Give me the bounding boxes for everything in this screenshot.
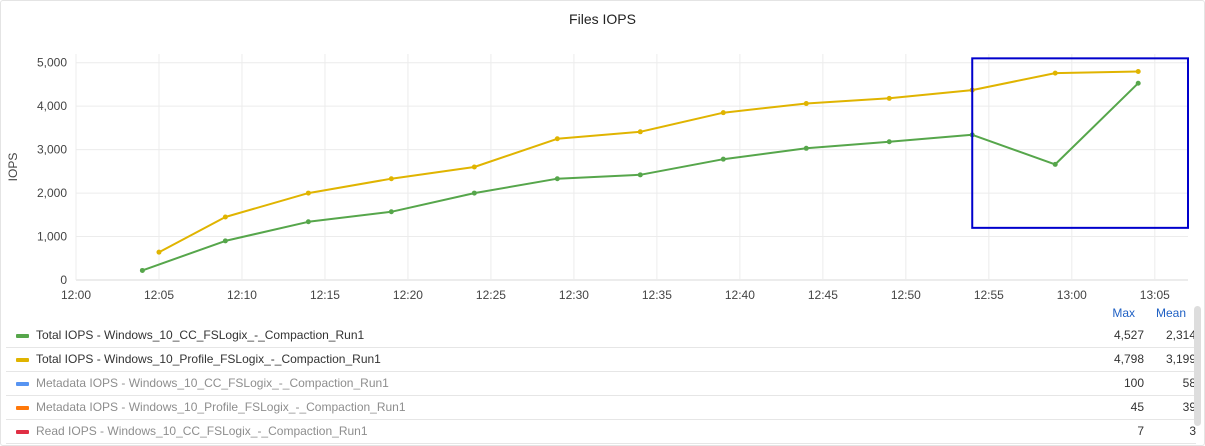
series-2-point [305,190,311,196]
x-tick-label: 12:50 [891,288,921,300]
y-tick-label: 3,000 [37,143,67,157]
series-2-point [388,176,394,182]
x-tick-label: 12:35 [642,288,672,300]
legend-series-name[interactable]: Metadata IOPS - Windows_10_Profile_FSLog… [36,400,406,414]
x-tick-label: 12:25 [476,288,506,300]
series-1-point [720,156,726,162]
x-tick-label: 12:00 [61,288,91,300]
legend-color-swatch[interactable] [16,382,29,386]
series-2-point [637,129,643,135]
x-tick-label: 13:00 [1057,288,1087,300]
legend-scrollbar[interactable] [1194,306,1201,426]
legend-max-value: 100 [1123,376,1144,390]
series-2-point [554,136,560,142]
x-tick-label: 12:20 [393,288,423,300]
legend-series-name[interactable]: Metadata IOPS - Windows_10_CC_FSLogix_-_… [36,376,389,390]
x-tick-label: 12:05 [144,288,174,300]
legend-max-value: 4,527 [1113,328,1144,342]
legend-series-name[interactable]: Total IOPS - Windows_10_Profile_FSLogix_… [36,352,381,366]
series-1-point [139,267,145,273]
series-1-point [886,139,892,145]
legend-row[interactable]: Total IOPS - Windows_10_CC_FSLogix_-_Com… [6,324,1196,348]
legend-row[interactable]: Metadata IOPS - Windows_10_Profile_FSLog… [6,396,1196,420]
series-1-point [803,145,809,151]
legend-color-swatch[interactable] [16,358,29,362]
x-tick-label: 12:40 [725,288,755,300]
legend-mean-value: 58 [1182,376,1196,390]
series-1-point [471,190,477,196]
series-2-point [886,95,892,101]
x-tick-label: 12:15 [310,288,340,300]
legend-max-value: 45 [1130,400,1144,414]
iops-line-chart: 0 1,000 2,000 3,000 4,000 5,000 12:00 12:05 12:1… [6,54,1190,300]
legend-max-value: 4,798 [1113,352,1144,366]
series-line-2 [158,70,1139,254]
legend-color-swatch[interactable] [16,334,29,338]
series-1-point [305,219,311,225]
legend-mean-value: 2,314 [1165,328,1196,342]
legend-row[interactable]: Read IOPS - Windows_10_CC_FSLogix_-_Comp… [6,420,1196,444]
legend-max-value: 7 [1137,424,1144,438]
legend-mean-value: 3,199 [1165,352,1196,366]
y-axis-label: IOPS [6,153,20,182]
series-2-point [803,101,809,107]
series-1-point [388,209,394,215]
legend-row[interactable]: Metadata IOPS - Windows_10_CC_FSLogix_-_… [6,372,1196,396]
series-1-point [1052,161,1058,167]
legend-header-max[interactable]: Max [1112,306,1135,320]
series-2-point [1135,68,1141,74]
legend-mean-value: 39 [1182,400,1196,414]
legend-row[interactable]: Total IOPS - Windows_10_Profile_FSLogix_… [6,348,1196,372]
x-tick-label: 12:10 [227,288,257,300]
legend-color-swatch[interactable] [16,430,29,434]
series-2-point [471,164,477,170]
series-2-point [156,249,162,255]
legend-mean-value: 3 [1189,424,1196,438]
x-tick-label: 12:45 [808,288,838,300]
x-tick-label: 13:05 [1140,288,1170,300]
series-1-point [554,176,560,182]
y-tick-label: 4,000 [37,99,67,113]
y-tick-label: 2,000 [37,186,67,200]
y-tick-label: 1,000 [37,230,67,244]
y-tick-label: 0 [60,273,67,287]
y-tick-label: 5,000 [37,56,67,70]
series-1-point [637,172,643,178]
legend-color-swatch[interactable] [16,406,29,410]
series-2-point [720,110,726,116]
legend-series-name[interactable]: Read IOPS - Windows_10_CC_FSLogix_-_Comp… [36,424,368,438]
series-1-point [222,238,228,244]
series-2-point [222,214,228,220]
x-tick-label: 12:55 [974,288,1004,300]
highlight-box [971,57,1190,229]
panel-title: Files IOPS [569,11,636,27]
x-tick-label: 12:30 [559,288,589,300]
legend-header-mean[interactable]: Mean [1155,306,1186,320]
legend-series-name[interactable]: Total IOPS - Windows_10_CC_FSLogix_-_Com… [36,328,365,342]
series-2-point [1052,70,1058,76]
series-1-point [1135,80,1141,86]
